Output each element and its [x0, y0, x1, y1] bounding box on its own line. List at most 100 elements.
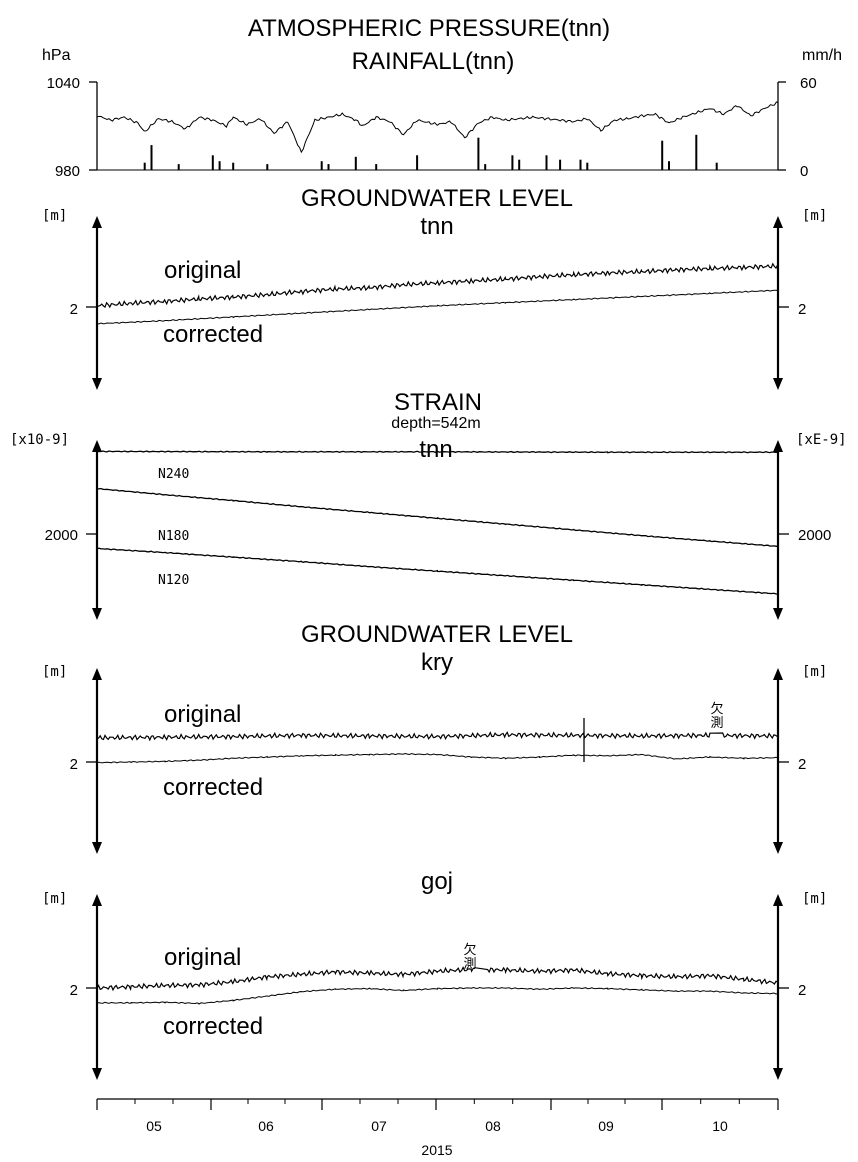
- groundwater-kry-title: GROUNDWATER LEVEL: [301, 621, 573, 648]
- strain-left-arrow: [92, 440, 102, 620]
- rainfall-bar: [484, 164, 487, 170]
- month-label-10: 10: [712, 1118, 728, 1134]
- strain-depth: depth=542m: [391, 415, 480, 432]
- groundwater-tnn-station: tnn: [420, 213, 453, 240]
- groundwater-tnn-right-unit: [m]: [802, 208, 827, 224]
- rainfall-bar: [211, 155, 214, 170]
- groundwater-kry-original-label: original: [164, 701, 241, 728]
- rainfall-unit-label: mm/h: [802, 47, 842, 64]
- groundwater-goj-station: goj: [421, 868, 453, 895]
- groundwater-kry-gap-label: 欠測: [710, 701, 723, 730]
- panel-strain: STRAIN depth=542m tnn [x10-9] [xE-9] 200…: [10, 389, 847, 620]
- groundwater-kry-right-unit: [m]: [802, 664, 827, 680]
- strain-right-unit: [xE-9]: [796, 432, 847, 448]
- month-label-08: 08: [485, 1118, 501, 1134]
- groundwater-goj-left-arrow: [92, 894, 102, 1080]
- groundwater-tnn-corrected-line: [96, 289, 779, 325]
- rainfall-bar: [695, 134, 698, 170]
- strain-n120-line: [96, 547, 779, 595]
- groundwater-goj-left-tick: 2: [70, 982, 78, 999]
- groundwater-kry-left-unit: [m]: [42, 664, 67, 680]
- rainfall-bar: [150, 145, 153, 170]
- month-label-05: 05: [146, 1118, 162, 1134]
- groundwater-kry-right-arrow: [773, 668, 783, 854]
- groundwater-kry-corrected-label: corrected: [163, 774, 263, 801]
- time-axis-day-ticks: [134, 1099, 740, 1104]
- groundwater-tnn-left-arrow: [92, 216, 102, 390]
- month-label-09: 09: [598, 1118, 614, 1134]
- pressure-tick-top: 1040: [47, 75, 80, 92]
- strain-title: STRAIN: [394, 389, 482, 416]
- groundwater-kry-left-tick: 2: [70, 756, 78, 773]
- rainfall-bar: [416, 155, 419, 170]
- groundwater-tnn-left-unit: [m]: [42, 208, 67, 224]
- rainfall-bar: [218, 161, 221, 170]
- rainfall-bar: [715, 162, 718, 170]
- rainfall-bar: [327, 164, 330, 170]
- groundwater-kry-station: kry: [421, 649, 453, 676]
- time-axis-month-ticks: [96, 1099, 779, 1110]
- strain-left-unit: [x10-9]: [10, 432, 69, 448]
- rainfall-bar: [579, 159, 582, 170]
- groundwater-kry-right-tick: 2: [798, 756, 806, 773]
- rainfall-bar: [545, 155, 548, 170]
- groundwater-goj-corrected-label: corrected: [163, 1013, 263, 1040]
- pressure-line: [96, 101, 779, 154]
- rainfall-bar: [661, 140, 664, 170]
- strain-n240-line: [96, 450, 779, 454]
- rainfall-tick-top: 60: [800, 75, 817, 92]
- strain-n120-label: N120: [158, 573, 189, 588]
- groundwater-tnn-original-line: [96, 262, 779, 309]
- groundwater-goj-right-arrow: [773, 894, 783, 1080]
- rainfall-bar: [559, 159, 562, 170]
- strain-n180-line: [97, 487, 779, 548]
- groundwater-tnn-right-tick: 2: [798, 301, 806, 318]
- rainfall-bar: [668, 161, 670, 170]
- rainfall-bars: [143, 134, 718, 170]
- groundwater-goj-original-label: original: [164, 944, 241, 971]
- groundwater-tnn-right-arrow: [773, 216, 783, 390]
- groundwater-kry-corrected-line: [96, 752, 779, 764]
- rainfall-bar: [511, 155, 514, 170]
- rainfall-bar: [354, 156, 357, 170]
- month-label-06: 06: [258, 1118, 274, 1134]
- year-label: 2015: [421, 1142, 452, 1158]
- rainfall-title: RAINFALL(tnn): [352, 48, 515, 75]
- panel-pressure-rainfall: ATMOSPHERIC PRESSURE(tnn) RAINFALL(tnn) …: [42, 15, 842, 180]
- rainfall-bar: [320, 161, 323, 170]
- month-label-07: 07: [371, 1118, 387, 1134]
- panel-groundwater-kry: GROUNDWATER LEVEL kry [m] [m] 2 2 origin…: [42, 621, 827, 854]
- groundwater-goj-gap-label: 欠測: [463, 942, 476, 971]
- rainfall-bar: [177, 164, 180, 170]
- groundwater-tnn-original-label: original: [164, 257, 241, 284]
- rainfall-tick-bottom: 0: [800, 163, 808, 180]
- rainfall-bar: [518, 159, 521, 170]
- rainfall-bar: [266, 164, 269, 170]
- panel-groundwater-goj: goj [m] [m] 2 2 original corrected 欠測: [42, 868, 827, 1080]
- strain-n180-label: N180: [158, 529, 189, 544]
- rainfall-bar: [143, 162, 146, 170]
- time-axis: 05 06 07 08 09 10 2015: [96, 1098, 779, 1158]
- rainfall-bar: [232, 162, 235, 170]
- strain-n240-label: N240: [158, 467, 189, 482]
- strain-right-tick: 2000: [798, 527, 831, 544]
- rainfall-bar: [477, 137, 480, 170]
- strain-right-arrow: [773, 440, 783, 620]
- groundwater-tnn-corrected-label: corrected: [163, 321, 263, 348]
- pressure-unit-label: hPa: [42, 47, 71, 64]
- rainfall-bar: [375, 164, 378, 170]
- groundwater-goj-right-tick: 2: [798, 982, 806, 999]
- pressure-tick-bottom: 980: [55, 163, 80, 180]
- groundwater-goj-original-line: [96, 966, 779, 992]
- groundwater-tnn-title: GROUNDWATER LEVEL: [301, 185, 573, 212]
- strain-left-tick: 2000: [45, 527, 78, 544]
- groundwater-goj-corrected-line: [96, 986, 779, 1005]
- rainfall-bar: [586, 162, 589, 170]
- groundwater-goj-left-unit: [m]: [42, 891, 67, 907]
- groundwater-kry-left-arrow: [92, 668, 102, 854]
- groundwater-goj-right-unit: [m]: [802, 891, 827, 907]
- strain-station: tnn: [419, 436, 452, 463]
- panel-groundwater-tnn: GROUNDWATER LEVEL tnn [m] [m] 2 2 origin…: [42, 185, 827, 390]
- groundwater-kry-original-line: [96, 731, 779, 742]
